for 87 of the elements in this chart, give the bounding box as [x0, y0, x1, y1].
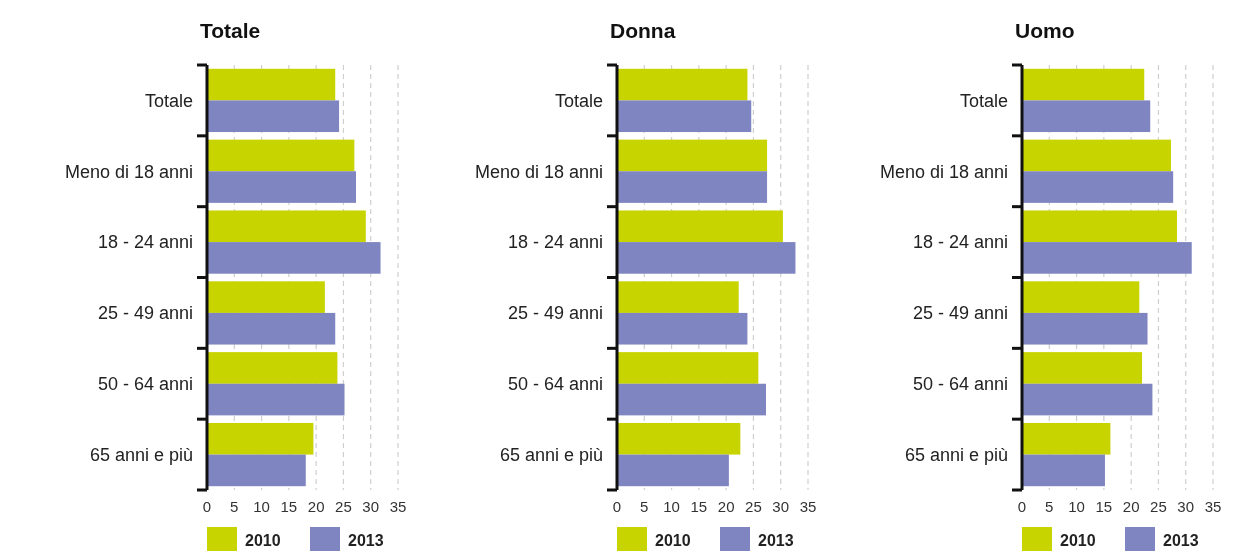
bar	[207, 100, 340, 133]
x-tick-label: 0	[202, 498, 212, 515]
bar	[617, 383, 766, 416]
x-tick-label: 5	[1045, 498, 1054, 515]
x-tick-label: 5	[640, 498, 649, 515]
bar	[1022, 242, 1192, 274]
bar	[207, 242, 381, 274]
y-tick-label: 65 anni e più	[904, 444, 1008, 465]
y-tick-label: 50 - 64 anni	[912, 374, 1008, 395]
x-tick-label: 15	[1095, 498, 1113, 515]
legend-label: 2010	[245, 531, 281, 549]
x-tick-label: 30	[1177, 498, 1195, 515]
bar	[1022, 171, 1174, 203]
bar	[1022, 139, 1171, 172]
legend-label: 2010	[655, 531, 691, 549]
bar	[617, 454, 729, 487]
bar	[1022, 100, 1151, 133]
x-tick-label: 35	[389, 498, 407, 515]
bar	[617, 281, 739, 313]
bar	[1022, 68, 1145, 101]
y-tick-label: 65 anni e più	[499, 444, 603, 465]
bar	[617, 139, 768, 172]
y-tick-label: 25 - 49 anni	[507, 303, 603, 324]
bar	[1022, 422, 1111, 455]
bar	[207, 383, 345, 416]
bar	[1022, 312, 1148, 345]
x-tick-label: 35	[799, 498, 817, 515]
x-tick-label: 25	[335, 498, 352, 515]
bar	[617, 210, 783, 243]
bar	[207, 454, 306, 487]
y-tick-label: 18 - 24 anni	[97, 232, 193, 253]
bar	[207, 312, 336, 345]
legend-label: 2013	[348, 531, 384, 549]
x-tick-label: 35	[1204, 498, 1222, 515]
y-tick-label: Totale	[144, 90, 193, 111]
legend-label: 2013	[758, 531, 794, 549]
bar	[207, 210, 366, 243]
x-tick-label: 15	[280, 498, 298, 515]
y-tick-label: 50 - 64 anni	[507, 374, 603, 395]
y-tick-label: 50 - 64 anni	[97, 374, 193, 395]
y-tick-label: Meno di 18 anni	[879, 161, 1008, 182]
bar	[1022, 454, 1105, 487]
bar	[617, 352, 759, 384]
y-tick-label: Totale	[959, 90, 1008, 111]
x-tick-label: 30	[772, 498, 790, 515]
bar	[1022, 383, 1153, 416]
x-tick-label: 25	[745, 498, 762, 515]
legend-label: 2010	[1060, 531, 1096, 549]
bar	[207, 139, 355, 172]
chart-title: Uomo	[1015, 19, 1075, 42]
bar	[617, 312, 748, 345]
legend-label: 2013	[1163, 531, 1199, 549]
x-tick-label: 5	[230, 498, 239, 515]
bar	[207, 281, 325, 313]
bar	[207, 352, 338, 384]
bar	[207, 171, 356, 203]
chart-title: Totale	[200, 19, 261, 42]
x-tick-label: 10	[253, 498, 270, 515]
x-tick-label: 10	[1068, 498, 1085, 515]
x-tick-label: 10	[663, 498, 680, 515]
bar	[207, 422, 314, 455]
bar	[207, 68, 336, 101]
bar	[617, 171, 768, 203]
bar	[1022, 281, 1140, 313]
x-tick-label: 0	[612, 498, 622, 515]
bar	[617, 68, 748, 101]
x-tick-label: 20	[717, 498, 735, 515]
x-tick-label: 20	[1122, 498, 1140, 515]
y-tick-label: Totale	[554, 90, 603, 111]
x-tick-label: 30	[362, 498, 380, 515]
bar	[617, 422, 741, 455]
x-tick-label: 25	[1150, 498, 1167, 515]
y-tick-label: 65 anni e più	[89, 444, 193, 465]
y-tick-label: 18 - 24 anni	[912, 232, 1008, 253]
y-tick-label: Meno di 18 anni	[474, 161, 603, 182]
y-tick-label: Meno di 18 anni	[64, 161, 193, 182]
bar	[617, 100, 752, 133]
x-tick-label: 0	[1017, 498, 1027, 515]
x-tick-label: 20	[307, 498, 325, 515]
y-tick-label: 25 - 49 anni	[97, 303, 193, 324]
y-tick-label: 18 - 24 anni	[507, 232, 603, 253]
bar	[1022, 352, 1143, 384]
bar	[1022, 210, 1177, 243]
chart-title: Donna	[610, 19, 676, 42]
x-tick-label: 15	[690, 498, 708, 515]
bar	[617, 242, 796, 274]
y-tick-label: 25 - 49 anni	[912, 303, 1008, 324]
